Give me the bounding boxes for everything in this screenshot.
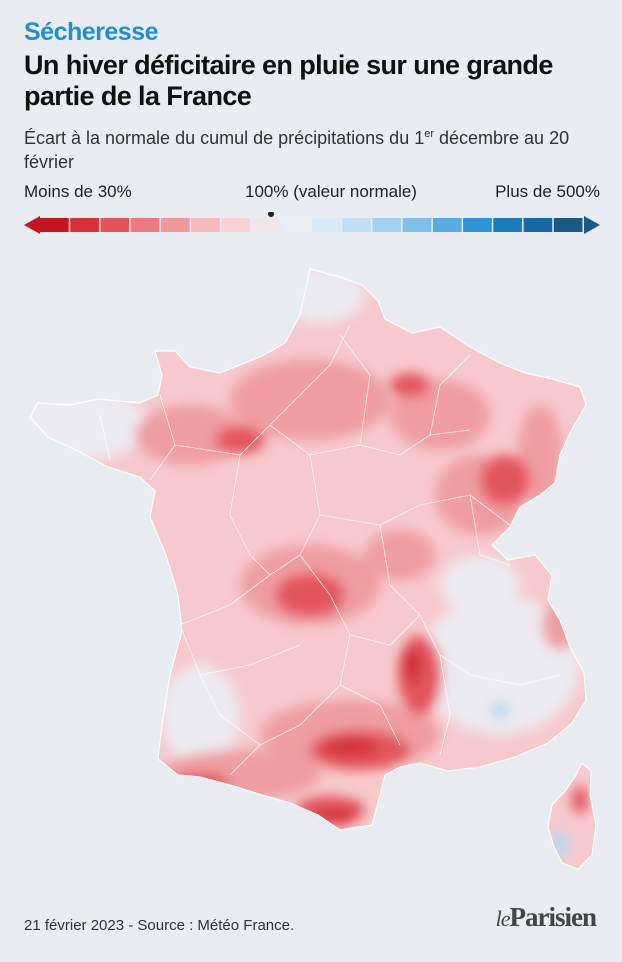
legend-swatch <box>251 218 281 232</box>
legend-swatch <box>402 218 432 232</box>
legend-swatch <box>553 218 583 232</box>
legend-arrow-low <box>24 216 40 234</box>
legend-swatch <box>70 218 99 232</box>
kicker: Sécheresse <box>24 18 159 46</box>
precipitation-fill <box>30 269 596 869</box>
legend-swatch <box>463 218 492 232</box>
subtitle-sup: er <box>424 128 434 140</box>
legend-swatch <box>281 218 311 232</box>
legend-swatch <box>160 218 190 232</box>
legend-swatch <box>523 218 553 232</box>
legend-swatch <box>191 218 220 232</box>
france-precipitation-map <box>29 268 597 870</box>
legend-swatch <box>221 218 251 232</box>
subtitle: Écart à la normale du cumul de précipita… <box>24 122 604 174</box>
legend-low-label: Moins de 30% <box>24 182 132 201</box>
logo-name: Parisien <box>509 902 597 932</box>
legend-normal-label: 100% (valeur normale) <box>245 182 417 201</box>
legend-swatch <box>342 218 371 232</box>
le-parisien-logo: leParisien <box>495 902 597 933</box>
legend-high-label: Plus de 500% <box>495 182 600 201</box>
legend-swatch <box>40 218 69 232</box>
legend-swatch <box>493 218 523 232</box>
legend-swatch <box>432 218 462 232</box>
color-scale-legend <box>24 212 600 234</box>
legend-swatch <box>130 218 160 232</box>
subtitle-part1: Écart à la normale du cumul de précipita… <box>24 128 425 148</box>
legend-swatch <box>312 218 341 232</box>
logo-le: le <box>495 906 511 931</box>
source-note: 21 février 2023 - Source : Météo France. <box>24 917 295 934</box>
subtitle-part2: décembre au 20 février <box>24 128 570 172</box>
department-borders <box>99 324 561 776</box>
legend-arrow-high <box>584 216 600 234</box>
legend-swatch <box>372 218 402 232</box>
legend-swatch <box>100 218 130 232</box>
page-title: Un hiver déficitaire en pluie sur une gr… <box>24 50 553 111</box>
